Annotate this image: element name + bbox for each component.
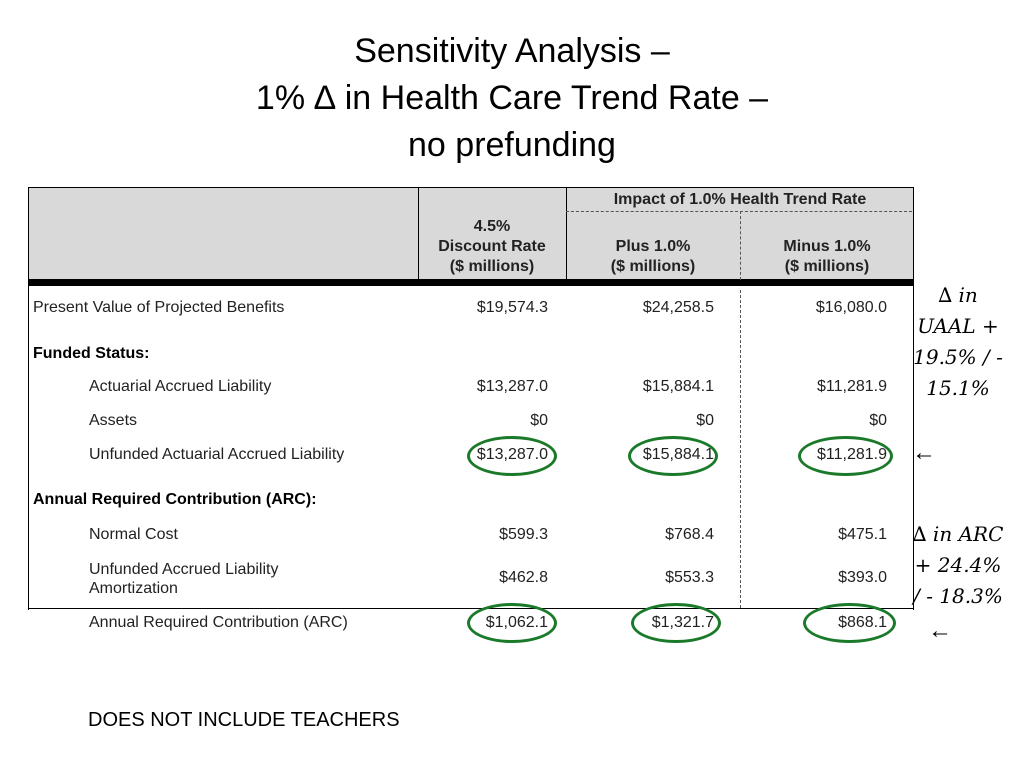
header-plus: Plus 1.0% ($ millions) [566, 237, 740, 277]
table-header-background [28, 187, 914, 280]
cell-value: $599.3 [499, 526, 548, 543]
arc-change-note: ∆ in ARC + 24.4% / - 18.3% [896, 519, 1020, 612]
title-line-1: Sensitivity Analysis – [354, 32, 670, 70]
row-label-line: Unfunded Accrued Liability [89, 561, 279, 578]
highlight-circle [467, 603, 557, 643]
group-header: Impact of 1.0% Health Trend Rate [613, 191, 867, 208]
cell-value: $19,574.3 [476, 299, 548, 316]
note-line: / - 18.3% [913, 584, 1003, 608]
column-divider-dashed [740, 290, 741, 608]
cell-value: $0 [869, 412, 887, 429]
cell-value: $13,287.0 [476, 378, 548, 395]
row-label-line: Amortization [89, 580, 178, 597]
arrow-left-icon: ← [912, 439, 936, 466]
cell-value: $16,080.0 [815, 299, 887, 316]
row-label-assets: Assets [89, 412, 138, 429]
row-label-normal-cost: Normal Cost [89, 526, 178, 543]
row-label-uaal: Unfunded Actuarial Accrued Liability [89, 446, 345, 463]
highlight-circle [798, 436, 893, 476]
note-line: ∆ in ARC [912, 522, 1004, 546]
highlight-circle [803, 603, 896, 643]
section-funded-status: Funded Status: [33, 345, 150, 362]
header-line: Discount Rate [438, 238, 546, 255]
title-line-2: 1% ∆ in Health Care Trend Rate – [255, 79, 769, 117]
cell-value: $553.3 [665, 569, 714, 586]
uaal-change-note: ∆ in UAAL + 19.5% / - 15.1% [896, 280, 1020, 404]
column-divider-dashed [740, 211, 741, 280]
cell-value: $462.8 [499, 569, 548, 586]
header-line: ($ millions) [610, 258, 696, 275]
cell-value: $15,884.1 [642, 378, 714, 395]
title-line-3: no prefunding [408, 126, 616, 164]
column-divider [566, 187, 567, 280]
highlight-circle [628, 436, 718, 476]
note-line: ∆ in [938, 283, 978, 307]
group-header-divider [566, 211, 912, 212]
header-line: ($ millions) [449, 258, 535, 275]
note-line: + 24.4% [914, 553, 1002, 577]
cell-value: $768.4 [665, 526, 714, 543]
table-header-rule [28, 279, 914, 286]
note-line: 19.5% / - [913, 345, 1003, 369]
cell-value: $393.0 [838, 569, 887, 586]
column-divider [418, 187, 419, 280]
highlight-circle [467, 436, 557, 476]
header-discount-rate: 4.5% Discount Rate ($ millions) [418, 217, 566, 277]
footnote: DOES NOT INCLUDE TEACHERS [88, 709, 400, 731]
cell-value: $0 [530, 412, 548, 429]
header-minus: Minus 1.0% ($ millions) [740, 237, 914, 277]
row-label-amortization: Unfunded Accrued Liability Amortization [89, 560, 278, 598]
arrow-left-icon: ← [928, 617, 952, 644]
header-line: Minus 1.0% [783, 238, 871, 255]
slide-title: Sensitivity Analysis – 1% ∆ in Health Ca… [0, 28, 1024, 169]
cell-value: $475.1 [838, 526, 887, 543]
cell-value: $24,258.5 [642, 299, 714, 316]
header-line: 4.5% [473, 218, 511, 235]
cell-value: $11,281.9 [817, 378, 887, 395]
row-label-pvpb: Present Value of Projected Benefits [33, 299, 285, 316]
header-line: Plus 1.0% [615, 238, 691, 255]
cell-value: $0 [696, 412, 714, 429]
row-label-aal: Actuarial Accrued Liability [89, 378, 272, 395]
section-arc: Annual Required Contribution (ARC): [33, 491, 317, 508]
note-line: 15.1% [926, 376, 990, 400]
sensitivity-table [28, 187, 914, 610]
note-line: UAAL + [917, 314, 999, 338]
header-line: ($ millions) [784, 258, 870, 275]
row-label-arc: Annual Required Contribution (ARC) [89, 614, 348, 631]
highlight-circle [631, 603, 721, 643]
table-bottom-border [28, 608, 914, 609]
